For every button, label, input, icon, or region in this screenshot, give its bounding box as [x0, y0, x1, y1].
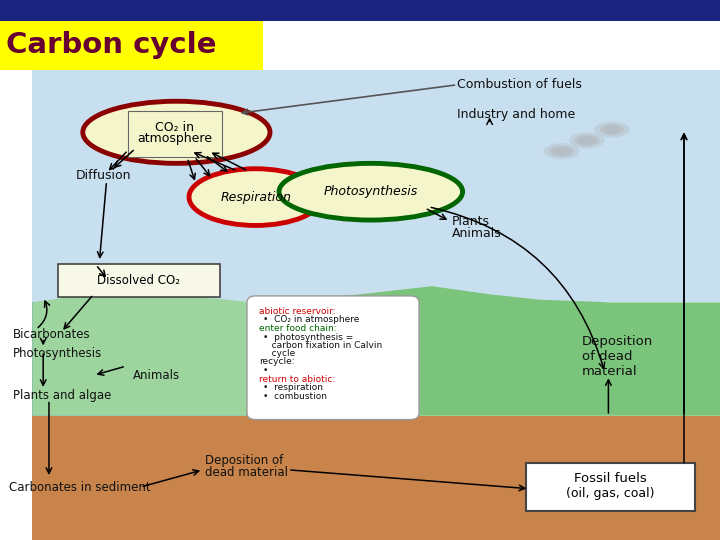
FancyBboxPatch shape — [0, 21, 263, 70]
Ellipse shape — [279, 163, 463, 220]
Text: Animals: Animals — [133, 369, 180, 382]
Text: material: material — [582, 365, 637, 378]
FancyBboxPatch shape — [32, 302, 407, 416]
FancyBboxPatch shape — [32, 416, 720, 540]
Text: Diffusion: Diffusion — [76, 169, 131, 182]
Text: enter food chain:: enter food chain: — [259, 324, 337, 333]
FancyBboxPatch shape — [526, 463, 695, 511]
FancyBboxPatch shape — [32, 70, 720, 302]
Text: cycle: cycle — [263, 349, 295, 358]
Ellipse shape — [549, 145, 575, 157]
FancyBboxPatch shape — [247, 296, 419, 420]
Text: •: • — [263, 366, 268, 375]
Text: Photosynthesis: Photosynthesis — [324, 185, 418, 198]
FancyBboxPatch shape — [128, 111, 222, 157]
Text: return to abiotic:: return to abiotic: — [259, 375, 336, 384]
Text: Plants: Plants — [452, 215, 490, 228]
Ellipse shape — [83, 102, 270, 163]
Text: Plants and algae: Plants and algae — [13, 389, 112, 402]
Ellipse shape — [553, 147, 571, 156]
Text: dead material: dead material — [205, 466, 288, 479]
Text: (oil, gas, coal): (oil, gas, coal) — [567, 487, 654, 500]
Text: Bicarbonates: Bicarbonates — [13, 328, 91, 341]
Text: •  respiration: • respiration — [263, 383, 323, 393]
Text: atmosphere: atmosphere — [138, 132, 212, 145]
Polygon shape — [32, 292, 252, 416]
Polygon shape — [274, 286, 720, 416]
Text: Fossil fuels: Fossil fuels — [574, 472, 647, 485]
Text: of dead: of dead — [582, 350, 632, 363]
Text: recycle:: recycle: — [259, 357, 294, 367]
Text: Carbonates in sediment: Carbonates in sediment — [9, 481, 150, 494]
Text: Dissolved CO₂: Dissolved CO₂ — [97, 274, 180, 287]
Ellipse shape — [600, 124, 625, 136]
Text: carbon fixation in Calvin: carbon fixation in Calvin — [263, 341, 382, 350]
Ellipse shape — [594, 122, 630, 138]
FancyBboxPatch shape — [0, 0, 720, 21]
Text: Carbon cycle: Carbon cycle — [6, 31, 216, 59]
Text: CO₂ in: CO₂ in — [156, 121, 194, 134]
Ellipse shape — [575, 134, 600, 146]
Text: Animals: Animals — [452, 227, 502, 240]
Text: Industry and home: Industry and home — [457, 108, 575, 121]
Text: Deposition of: Deposition of — [205, 454, 284, 467]
Text: Deposition: Deposition — [582, 335, 653, 348]
FancyBboxPatch shape — [0, 21, 720, 540]
Text: abiotic reservoir:: abiotic reservoir: — [259, 307, 336, 316]
Ellipse shape — [569, 132, 605, 149]
FancyBboxPatch shape — [58, 264, 220, 297]
Text: Combustion of fuels: Combustion of fuels — [457, 78, 582, 91]
Ellipse shape — [189, 168, 323, 226]
Text: •  CO₂ in atmosphere: • CO₂ in atmosphere — [263, 315, 359, 325]
Text: •  combustion: • combustion — [263, 392, 327, 401]
Text: Respiration: Respiration — [220, 191, 291, 204]
Ellipse shape — [603, 126, 621, 134]
Ellipse shape — [578, 136, 596, 145]
Text: •  photosynthesis =: • photosynthesis = — [263, 333, 353, 342]
Text: Photosynthesis: Photosynthesis — [13, 347, 102, 360]
Ellipse shape — [544, 143, 580, 159]
